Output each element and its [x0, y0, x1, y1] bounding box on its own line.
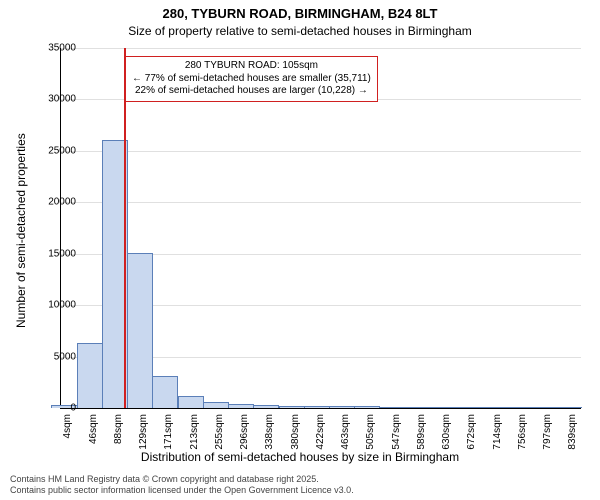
x-tick-label: 4sqm	[62, 414, 73, 454]
chart-title: 280, TYBURN ROAD, BIRMINGHAM, B24 8LT	[0, 6, 600, 21]
x-tick-label: 463sqm	[340, 414, 351, 454]
histogram-bar	[405, 407, 431, 409]
footnote-line2: Contains public sector information licen…	[10, 485, 590, 496]
histogram-bar	[329, 406, 355, 408]
x-tick-label: 171sqm	[163, 414, 174, 454]
histogram-bar	[531, 407, 557, 409]
y-tick-label: 30000	[26, 94, 76, 105]
histogram-bar	[77, 343, 103, 408]
histogram-bar	[380, 407, 406, 409]
histogram-bar	[354, 406, 380, 408]
y-tick-label: 25000	[26, 145, 76, 156]
y-tick-label: 0	[26, 403, 76, 414]
x-tick-label: 505sqm	[365, 414, 376, 454]
histogram-bar	[556, 407, 582, 409]
histogram-bar	[203, 402, 229, 408]
footnote: Contains HM Land Registry data © Crown c…	[10, 474, 590, 496]
histogram-bar	[127, 253, 153, 408]
gridline	[61, 151, 581, 152]
annotation-box: 280 TYBURN ROAD: 105sqm← 77% of semi-det…	[125, 56, 378, 102]
histogram-bar	[481, 407, 507, 409]
x-tick-label: 255sqm	[214, 414, 225, 454]
x-tick-label: 338sqm	[264, 414, 275, 454]
annotation-line: 280 TYBURN ROAD: 105sqm	[132, 60, 371, 73]
x-tick-label: 589sqm	[416, 414, 427, 454]
histogram-bar	[304, 406, 330, 408]
y-tick-label: 15000	[26, 248, 76, 259]
x-tick-label: 797sqm	[542, 414, 553, 454]
x-tick-label: 380sqm	[290, 414, 301, 454]
histogram-bar	[455, 407, 481, 409]
histogram-bar	[279, 406, 305, 408]
x-tick-label: 422sqm	[315, 414, 326, 454]
annotation-line: 22% of semi-detached houses are larger (…	[132, 85, 371, 98]
histogram-bar	[228, 404, 254, 408]
x-tick-label: 714sqm	[492, 414, 503, 454]
marker-line	[124, 48, 126, 408]
x-tick-label: 630sqm	[441, 414, 452, 454]
x-tick-label: 129sqm	[138, 414, 149, 454]
x-tick-label: 88sqm	[113, 414, 124, 454]
x-tick-label: 839sqm	[567, 414, 578, 454]
histogram-bar	[430, 407, 456, 409]
x-tick-label: 672sqm	[466, 414, 477, 454]
y-tick-label: 35000	[26, 43, 76, 54]
gridline	[61, 48, 581, 49]
histogram-bar	[253, 405, 279, 408]
x-tick-label: 296sqm	[239, 414, 250, 454]
annotation-line: ← 77% of semi-detached houses are smalle…	[132, 73, 371, 86]
gridline	[61, 202, 581, 203]
y-tick-label: 5000	[26, 351, 76, 362]
histogram-bar	[506, 407, 532, 409]
y-tick-label: 10000	[26, 300, 76, 311]
y-tick-label: 20000	[26, 197, 76, 208]
histogram-bar	[152, 376, 178, 408]
chart-subtitle: Size of property relative to semi-detach…	[0, 24, 600, 38]
histogram-bar	[178, 396, 204, 408]
plot-area: 280 TYBURN ROAD: 105sqm← 77% of semi-det…	[60, 48, 581, 409]
x-tick-label: 46sqm	[88, 414, 99, 454]
property-size-chart: 280, TYBURN ROAD, BIRMINGHAM, B24 8LT Si…	[0, 0, 600, 500]
x-tick-label: 547sqm	[391, 414, 402, 454]
footnote-line1: Contains HM Land Registry data © Crown c…	[10, 474, 590, 485]
x-tick-label: 213sqm	[189, 414, 200, 454]
x-tick-label: 756sqm	[517, 414, 528, 454]
